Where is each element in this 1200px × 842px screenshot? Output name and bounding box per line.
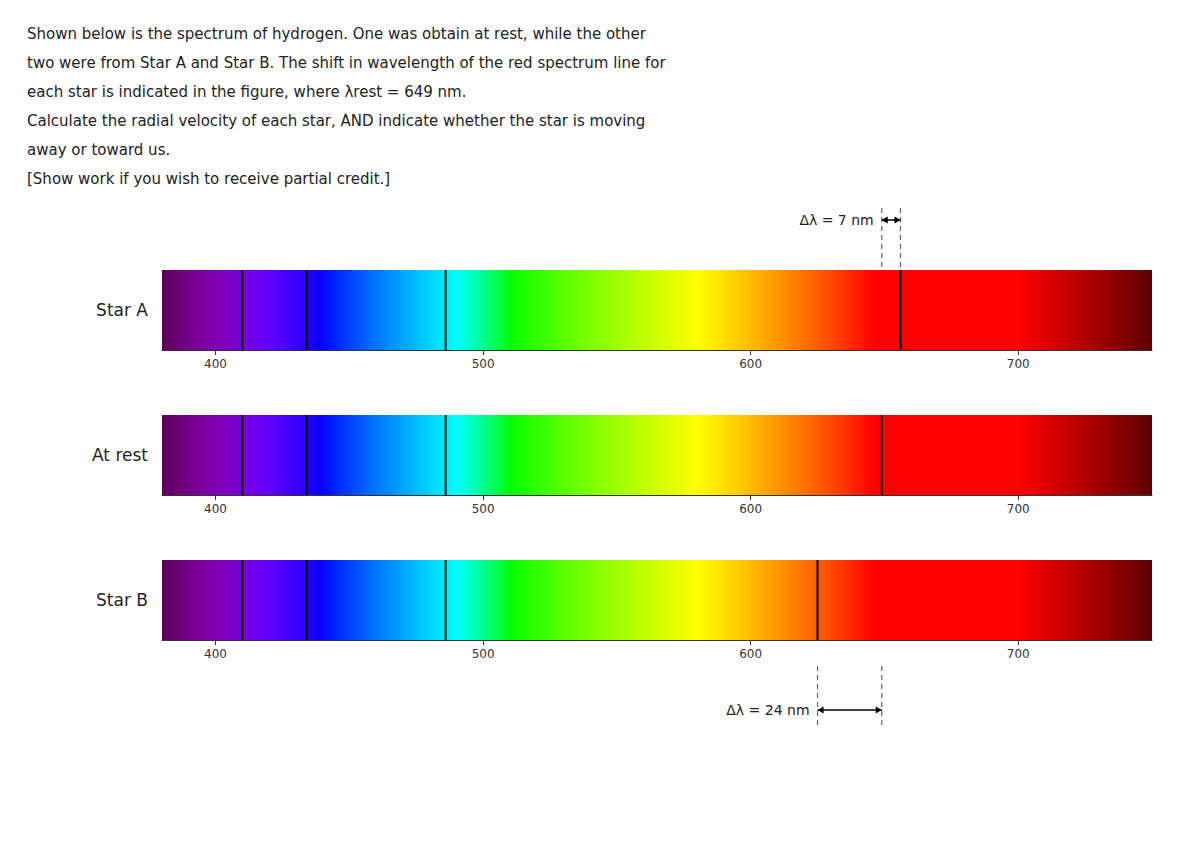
svg-text:500: 500 <box>472 647 495 661</box>
svg-text:500: 500 <box>472 502 495 516</box>
svg-text:700: 700 <box>1007 502 1030 516</box>
svg-text:Calculate the radial velocity: Calculate the radial velocity of each st… <box>27 112 645 130</box>
svg-text:700: 700 <box>1007 357 1030 371</box>
svg-text:Star A: Star A <box>96 300 148 320</box>
svg-text:500: 500 <box>472 357 495 371</box>
svg-text:At rest: At rest <box>92 445 148 465</box>
svg-text:600: 600 <box>739 502 762 516</box>
svg-text:Δλ = 24 nm: Δλ = 24 nm <box>726 702 809 718</box>
svg-text:two were from Star A and Star: two were from Star A and Star B. The shi… <box>27 54 666 72</box>
svg-text:Star B: Star B <box>96 590 148 610</box>
svg-text:400: 400 <box>204 357 227 371</box>
svg-text:400: 400 <box>204 647 227 661</box>
svg-text:[Show work if you wish to rece: [Show work if you wish to receive partia… <box>27 170 390 188</box>
svg-text:600: 600 <box>739 357 762 371</box>
svg-text:each star is indicated in the: each star is indicated in the figure, wh… <box>27 83 467 101</box>
svg-text:600: 600 <box>739 647 762 661</box>
svg-text:Shown below is the spectrum of: Shown below is the spectrum of hydrogen.… <box>27 25 647 43</box>
svg-text:Δλ = 7 nm: Δλ = 7 nm <box>799 212 873 228</box>
svg-text:away or toward us.: away or toward us. <box>27 141 170 159</box>
svg-text:400: 400 <box>204 502 227 516</box>
svg-text:700: 700 <box>1007 647 1030 661</box>
